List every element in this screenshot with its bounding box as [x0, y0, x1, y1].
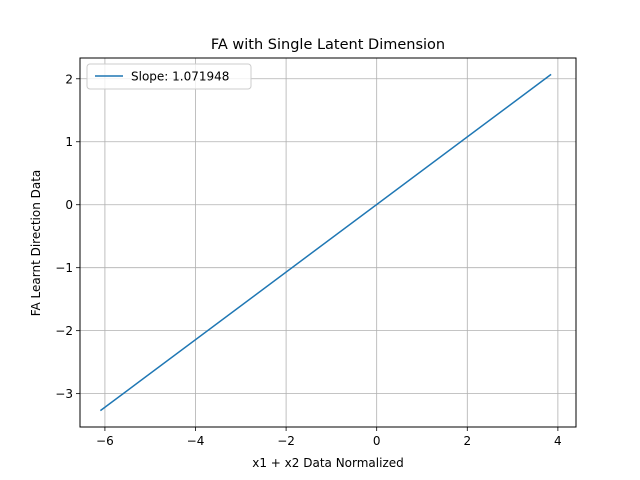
x-tick-label: 0 — [373, 434, 381, 448]
x-tick-label: −6 — [96, 434, 114, 448]
chart-title: FA with Single Latent Dimension — [211, 37, 445, 53]
series-layer — [99, 73, 552, 412]
grid — [80, 58, 576, 427]
x-tick-label: 4 — [554, 434, 562, 448]
x-axis-label: x1 + x2 Data Normalized — [252, 456, 404, 470]
legend-entry-label: Slope: 1.071948 — [131, 70, 229, 84]
y-axis-ticks: −3 −2 −1 0 1 2 — [55, 72, 80, 401]
x-tick-label: −2 — [277, 434, 295, 448]
y-tick-label: 1 — [65, 135, 73, 149]
y-tick-label: −3 — [55, 387, 73, 401]
series-line — [99, 73, 552, 412]
y-tick-label: 0 — [65, 198, 73, 212]
legend: Slope: 1.071948 — [86, 63, 252, 90]
x-axis-ticks: −6 −4 −2 0 2 4 — [96, 427, 562, 448]
legend-box — [86, 63, 252, 90]
y-tick-label: 2 — [65, 72, 73, 86]
x-tick-label: −4 — [187, 434, 205, 448]
y-tick-label: −1 — [55, 261, 73, 275]
plot-frame — [79, 57, 577, 428]
y-tick-label: −2 — [55, 324, 73, 338]
y-axis-label: FA Learnt Direction Data — [29, 170, 43, 317]
x-tick-label: 2 — [463, 434, 471, 448]
